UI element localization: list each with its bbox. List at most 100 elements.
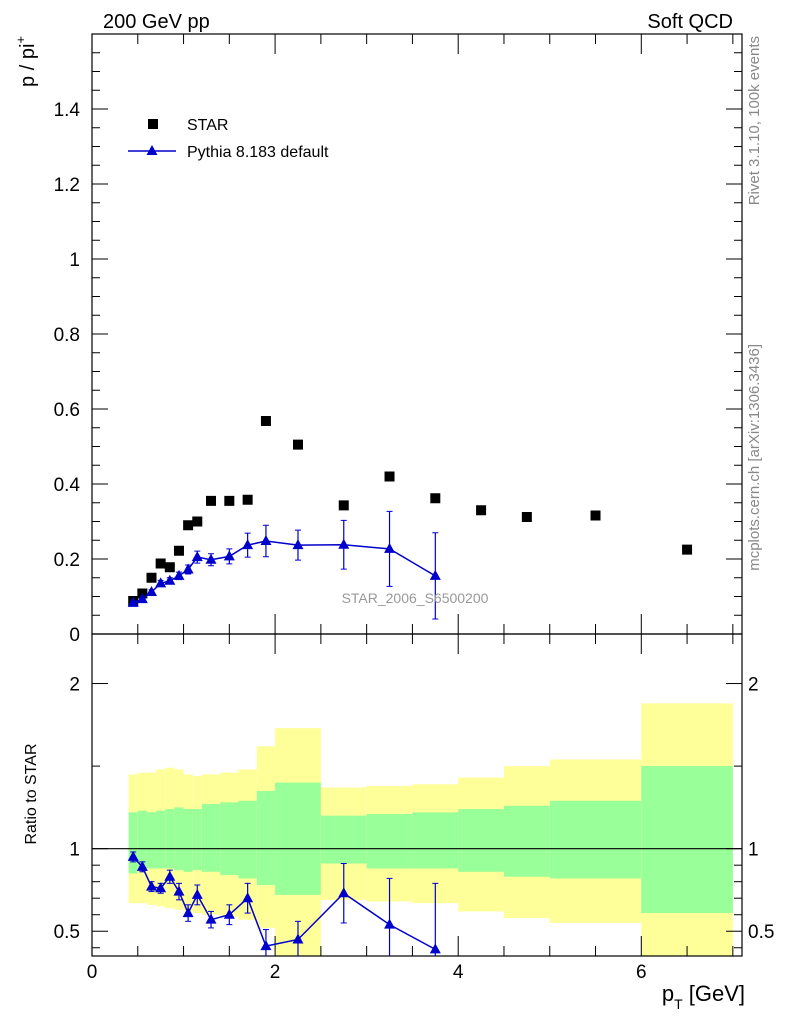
ratio-y-tick-label: 2 [69,675,80,696]
main-y-tick-label: 1 [69,250,80,271]
ratio-point [164,870,176,881]
main-y-tick-label: 1.2 [54,175,80,196]
legend: STAR Pythia 8.183 default [128,117,329,161]
pythia-point [223,550,235,561]
header-right: Soft QCD [647,11,733,33]
ratio-point [127,850,139,861]
star-point [384,471,395,482]
pythia-point [127,596,139,607]
ratio-y-tick-label-right: 0.5 [748,922,774,943]
band-inner-bin [201,804,221,872]
x-tick-label: 6 [636,962,647,983]
main-y-tick-label: 0 [69,625,80,646]
band-inner-bin [220,802,239,876]
ratio-point [384,918,396,929]
main-y-axis-label: p / pi+ [13,36,39,87]
ratio-point [146,880,158,891]
analysis-watermark: STAR_2006_S6500200 [342,590,489,606]
pythia-point [146,586,158,596]
legend-star-marker [148,119,158,129]
star-point [242,494,253,505]
ratio-point [292,933,304,944]
pythia-point [173,569,185,580]
band-inner-bin [165,809,175,869]
band-inner-bin [183,809,193,872]
y-label-base: p / pi [17,44,39,87]
star-point [476,505,487,516]
x-label-sub: T [674,996,683,1012]
annotations: 200 GeV pp Soft QCD Rivet 3.1.10, 100k e… [13,11,774,1012]
pythia-point [242,539,254,550]
ratio-point [338,887,350,898]
pythia-point [155,577,167,588]
star-point [183,520,194,531]
star-point [521,512,532,522]
ratio-line [132,856,436,951]
ratio-point [136,860,148,871]
band-inner-bin [503,805,550,877]
x-tick-label: 2 [270,962,281,983]
pythia-point [205,553,217,564]
pythia-point [191,551,203,562]
band-inner-bin [174,807,184,871]
ratio-point [242,892,254,903]
ratio-frame [91,633,743,957]
legend-pythia-label: Pythia 8.183 default [187,144,329,161]
band-inner-bin [275,782,321,895]
y-label-sup: + [13,36,28,44]
x-label-base: p [662,981,674,1006]
ratio-point [223,908,235,919]
main-y-tick-label: 1.4 [54,100,81,121]
pythia-point [338,538,350,549]
band-inner-bin [549,800,642,879]
pythia-point [136,593,148,604]
band-inner-bin [641,766,733,914]
pythia-point [182,563,194,574]
star-point [164,562,175,573]
ratio-y-tick-label: 1 [69,840,80,861]
pythia-line [132,540,436,604]
ratio-point [155,882,167,893]
main-y-tick-label: 0.2 [54,550,80,571]
star-point [260,416,271,426]
ratio-y-tick-label-right: 2 [748,675,759,696]
pythia-point [260,535,272,545]
legend-star-label: STAR [187,117,228,134]
star-point [338,500,349,511]
band-inner-bin [238,800,257,879]
main-y-tick-label: 0.6 [54,400,80,421]
main-y-tick-label: 0.4 [54,475,81,496]
rivet-label: Rivet 3.1.10, 100k events [746,36,763,205]
band-inner-bin [256,790,276,885]
band-inner-bin [320,815,367,864]
legend-pythia-marker [146,145,158,155]
ratio-point [260,940,272,951]
star-point [590,510,601,521]
band-inner-bin [128,812,138,874]
star-point [146,572,157,583]
band-inner-bin [146,812,157,869]
band-inner-bin [412,812,459,869]
band-inner-bin [137,810,147,871]
ratio-point [205,913,217,924]
header-left: 200 GeV pp [103,11,210,33]
ratio-point [182,907,194,918]
x-axis-label: pT [GeV] [662,981,745,1012]
x-label-unit: [GeV] [683,981,745,1006]
star-point [192,516,203,527]
ratio-point [173,885,185,896]
band-inner-bin [458,809,504,872]
star-point [430,493,441,504]
star-point [292,439,303,450]
ratio-y-tick-label: 0.5 [54,922,80,943]
band-inner-bin [156,810,166,869]
ratio-point [191,888,203,899]
x-tick-label: 4 [453,962,464,983]
ratio-y-axis-label: Ratio to STAR [23,743,40,844]
pythia-point [429,569,441,580]
star-point [155,558,166,569]
star-point [224,495,235,506]
star-point [173,545,184,556]
ratio-panel [91,633,743,957]
